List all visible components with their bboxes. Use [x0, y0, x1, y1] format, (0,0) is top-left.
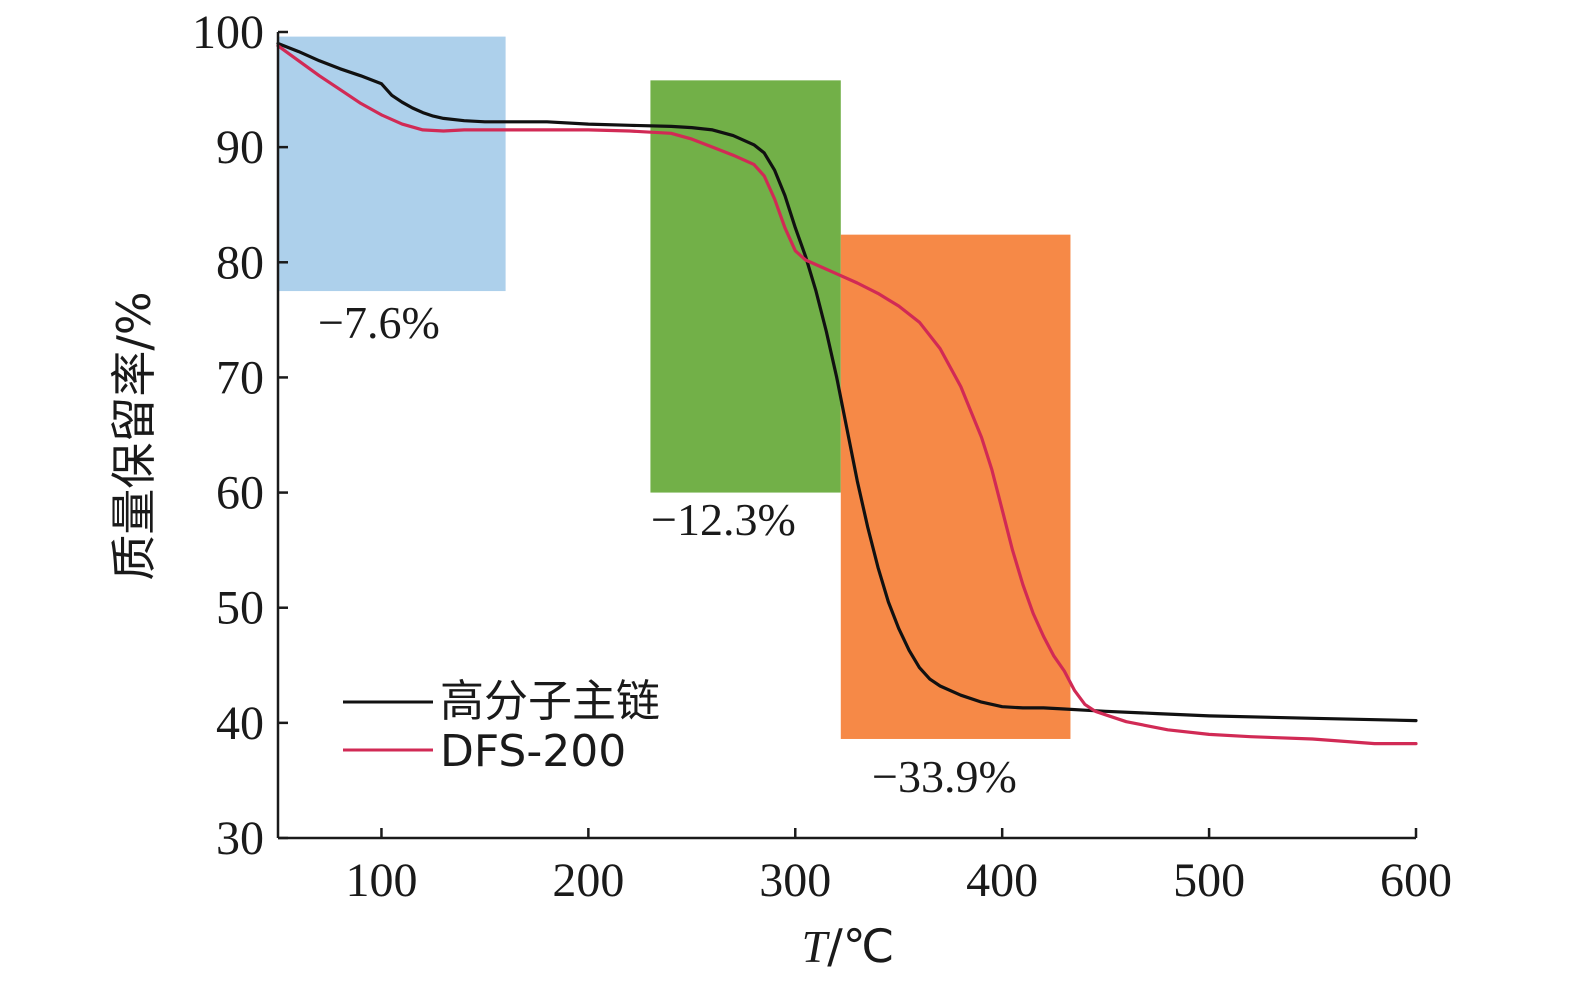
- y-tick-label-60: 60: [216, 467, 264, 520]
- region-1: [278, 36, 506, 292]
- region-label-3: −33.9%: [872, 751, 1017, 802]
- y-tick-label-40: 40: [216, 697, 264, 750]
- legend-label-main-chain: 高分子主链: [440, 676, 660, 727]
- y-tick-label-80: 80: [216, 236, 264, 289]
- y-tick-label-100: 100: [192, 6, 264, 59]
- x-axis-title: T/℃: [802, 919, 895, 973]
- x-axis-title-symbol: T: [802, 921, 831, 972]
- ticks: 100 200 300 400 500 600 30 40 50 60 70 80 90 100: [192, 6, 1452, 907]
- region-label-1: −7.6%: [318, 297, 440, 348]
- series-line-2: [276, 44, 1418, 746]
- region-labels: −7.6% −12.3% −33.9%: [318, 297, 1017, 802]
- y-tick-label-50: 50: [216, 582, 264, 635]
- x-tick-label-300: 300: [759, 854, 831, 907]
- y-tick-label-30: 30: [216, 812, 264, 865]
- region-label-2: −12.3%: [651, 494, 796, 545]
- axes: [276, 32, 1416, 840]
- series-line-1: [276, 41, 1418, 723]
- region-2: [650, 80, 841, 493]
- x-axis-title-unit: /℃: [827, 919, 894, 973]
- weight-loss-regions: [278, 36, 1071, 739]
- y-tick-label-90: 90: [216, 121, 264, 174]
- x-tick-label-200: 200: [552, 854, 624, 907]
- legend: 高分子主链 DFS-200: [343, 676, 660, 777]
- legend-label-dfs-200: DFS-200: [440, 726, 626, 777]
- series-lines: [276, 41, 1418, 746]
- x-tick-label-600: 600: [1380, 854, 1452, 907]
- region-3: [840, 234, 1071, 739]
- y-tick-label-70: 70: [216, 351, 264, 404]
- x-tick-label-100: 100: [345, 854, 417, 907]
- y-axis-title: 质量保留率/%: [107, 291, 161, 580]
- x-tick-label-400: 400: [966, 854, 1038, 907]
- x-tick-label-500: 500: [1173, 854, 1245, 907]
